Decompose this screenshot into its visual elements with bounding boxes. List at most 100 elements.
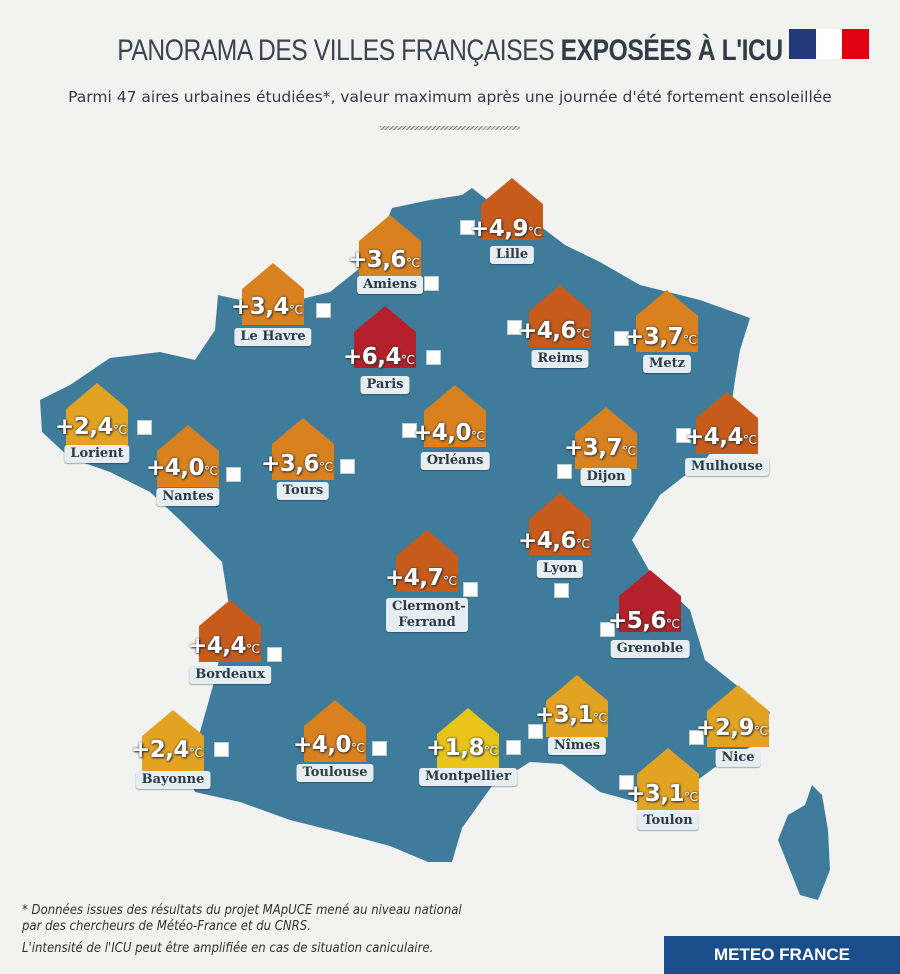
- city-location-square: [463, 582, 478, 597]
- value-number: +6,4: [343, 344, 402, 370]
- unit-label: °C: [113, 423, 127, 437]
- city-value: +6,4°C: [343, 344, 415, 370]
- value-number: +2,4: [131, 737, 190, 763]
- city-location-square: [557, 464, 572, 479]
- unit-label: °C: [576, 537, 590, 551]
- unit-label: °C: [246, 642, 260, 656]
- city-location-square: [507, 320, 522, 335]
- city-name: Amiens: [357, 276, 423, 294]
- value-number: +4,4: [188, 633, 247, 659]
- city-location-square: [137, 420, 152, 435]
- city-value: +2,4°C: [55, 414, 127, 440]
- city-value: +5,6°C: [608, 608, 680, 634]
- value-number: +3,4: [231, 294, 290, 320]
- city-location-square: [528, 724, 543, 739]
- value-number: +4,0: [146, 455, 205, 481]
- city-location-square: [676, 428, 691, 443]
- title-light: PANORAMA DES VILLES FRANÇAISES: [117, 34, 555, 67]
- city-name: Mulhouse: [685, 458, 769, 476]
- city-location-square: [600, 622, 615, 637]
- unit-label: °C: [484, 744, 498, 758]
- value-number: +3,7: [564, 435, 623, 461]
- city-location-square: [619, 775, 634, 790]
- city-name: Dijon: [580, 468, 632, 486]
- city-value: +4,6°C: [518, 528, 590, 554]
- subtitle: Parmi 47 aires urbaines étudiées*, valeu…: [68, 88, 832, 106]
- unit-label: °C: [289, 303, 303, 317]
- value-number: +4,9: [470, 216, 529, 242]
- meteo-france-logo: METEO FRANCE: [664, 936, 900, 974]
- city-value: +3,1°C: [535, 702, 607, 728]
- value-number: +2,9: [696, 715, 755, 741]
- unit-label: °C: [528, 225, 542, 239]
- value-number: +3,6: [261, 451, 320, 477]
- city-value: +4,0°C: [293, 732, 365, 758]
- city-location-square: [402, 423, 417, 438]
- republique-francaise-logo: [789, 29, 870, 59]
- page-title: PANORAMA DES VILLES FRANÇAISES EXPOSÉES …: [81, 34, 819, 68]
- footnote-2: par des chercheurs de Météo-France et du…: [22, 919, 311, 934]
- unit-label: °C: [189, 746, 203, 760]
- unit-label: °C: [684, 790, 698, 804]
- city-location-square: [689, 730, 704, 745]
- city-name: Lyon: [536, 560, 584, 578]
- city-value: +3,7°C: [564, 435, 636, 461]
- value-number: +5,6: [608, 608, 667, 634]
- city-location-square: [226, 467, 241, 482]
- city-name: Lorient: [64, 445, 130, 463]
- city-location-square: [426, 350, 441, 365]
- city-value: +2,4°C: [131, 737, 203, 763]
- city-location-square: [372, 741, 387, 756]
- unit-label: °C: [666, 617, 680, 631]
- city-location-square: [424, 276, 439, 291]
- unit-label: °C: [401, 353, 415, 367]
- city-location-square: [506, 740, 521, 755]
- unit-label: °C: [593, 711, 607, 725]
- city-value: +4,4°C: [188, 633, 260, 659]
- city-value: +1,8°C: [426, 735, 498, 761]
- city-location-square: [316, 303, 331, 318]
- footnote-1: * Données issues des résultats du projet…: [22, 903, 462, 918]
- unit-label: °C: [471, 429, 485, 443]
- value-number: +1,8: [426, 735, 485, 761]
- value-number: +4,0: [413, 420, 472, 446]
- corsica: [778, 785, 830, 900]
- city-location-square: [614, 331, 629, 346]
- unit-label: °C: [406, 256, 420, 270]
- value-number: +4,6: [518, 528, 577, 554]
- unit-label: °C: [319, 460, 333, 474]
- city-location-square: [214, 742, 229, 757]
- city-value: +4,0°C: [413, 420, 485, 446]
- city-value: +4,9°C: [470, 216, 542, 242]
- unit-label: °C: [622, 444, 636, 458]
- city-name: Grenoble: [610, 640, 690, 658]
- city-name: Reims: [531, 350, 589, 368]
- city-name: Clermont-Ferrand: [386, 598, 468, 632]
- city-value: +4,7°C: [385, 565, 457, 591]
- title-bold: EXPOSÉES À L'ICU: [560, 34, 784, 67]
- city-name: Bayonne: [135, 771, 211, 789]
- city-value: +4,0°C: [146, 455, 218, 481]
- city-location-square: [340, 459, 355, 474]
- unit-label: °C: [204, 464, 218, 478]
- city-value: +3,1°C: [626, 781, 698, 807]
- unit-label: °C: [351, 741, 365, 755]
- city-name: Nîmes: [547, 737, 607, 755]
- city-name: Lille: [489, 246, 535, 264]
- city-value: +4,6°C: [518, 318, 590, 344]
- value-number: +4,4: [685, 424, 744, 450]
- city-name: Toulouse: [296, 764, 374, 782]
- footnote-3: L'intensité de l'ICU peut être amplifiée…: [22, 941, 434, 956]
- unit-label: °C: [443, 574, 457, 588]
- divider: [380, 126, 520, 130]
- value-number: +3,1: [535, 702, 594, 728]
- value-number: +2,4: [55, 414, 114, 440]
- city-location-square: [460, 220, 475, 235]
- unit-label: °C: [576, 327, 590, 341]
- value-number: +3,6: [348, 247, 407, 273]
- city-value: +2,9°C: [696, 715, 768, 741]
- city-name: Toulon: [637, 812, 699, 830]
- value-number: +3,7: [625, 324, 684, 350]
- city-value: +4,4°C: [685, 424, 757, 450]
- city-name: Tours: [276, 482, 330, 500]
